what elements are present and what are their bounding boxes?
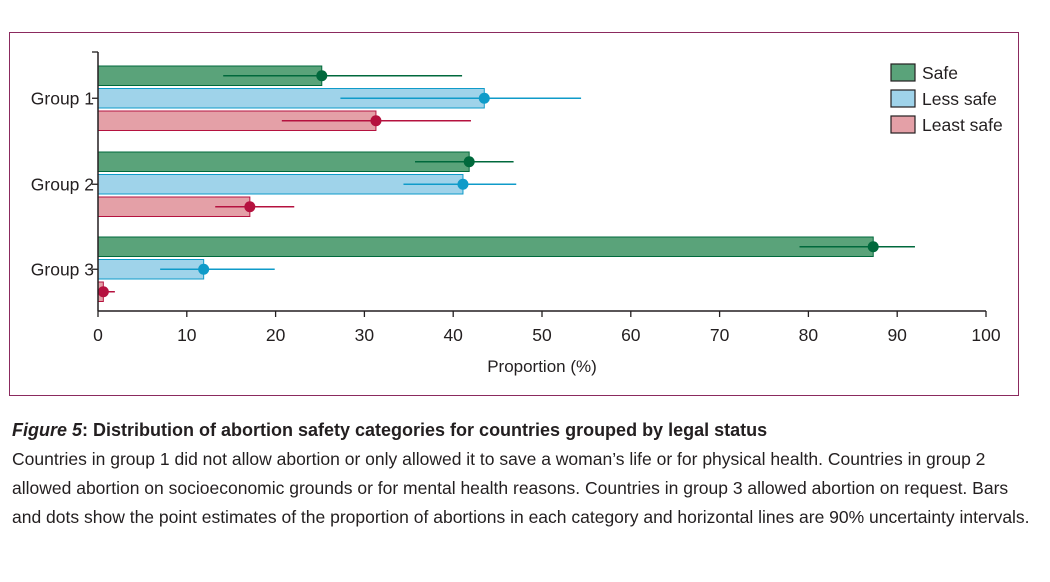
legend-swatch-less-safe xyxy=(890,89,916,108)
legend-label-safe: Safe xyxy=(922,63,958,83)
point-group2-least-safe xyxy=(244,201,256,213)
point-group1-safe xyxy=(316,70,328,82)
point-group1-least-safe xyxy=(370,115,382,127)
x-tick-label-0: 0 xyxy=(93,325,103,345)
x-tick-label-20: 20 xyxy=(266,325,286,345)
point-group1-less-safe xyxy=(478,92,490,104)
x-tick-label-50: 50 xyxy=(532,325,552,345)
figure-caption: Figure 5: Distribution of abortion safet… xyxy=(12,416,1042,532)
bar-group3-safe xyxy=(97,236,874,257)
legend-label-less-safe: Less safe xyxy=(922,89,997,109)
x-tick-label-40: 40 xyxy=(443,325,463,345)
point-group2-less-safe xyxy=(457,178,469,190)
legend-label-least-safe: Least safe xyxy=(922,115,1003,135)
x-tick-label-80: 80 xyxy=(799,325,819,345)
x-tick-label-90: 90 xyxy=(887,325,907,345)
x-tick-label-10: 10 xyxy=(177,325,197,345)
caption-title-text: : Distribution of abortion safety catego… xyxy=(82,420,768,440)
point-group3-safe xyxy=(867,241,879,253)
x-tick-label-70: 70 xyxy=(710,325,730,345)
caption-body: Countries in group 1 did not allow abort… xyxy=(12,449,1030,527)
point-group3-less-safe xyxy=(198,263,210,275)
y-tick-label-group3: Group 3 xyxy=(31,259,94,279)
point-group3-least-safe xyxy=(97,286,109,298)
legend-swatch-safe xyxy=(890,63,916,82)
figure-label: Figure 5 xyxy=(12,420,83,440)
x-axis-label: Proportion (%) xyxy=(487,357,597,376)
caption-title: Figure 5: Distribution of abortion safet… xyxy=(12,416,1042,445)
chart-frame xyxy=(9,32,1019,396)
chart: Group 1 Group 2 Group 3 0 10 20 30 40 50 60 70 80 90… xyxy=(31,51,1003,376)
x-tick-label-30: 30 xyxy=(355,325,375,345)
y-tick-label-group1: Group 1 xyxy=(31,88,94,108)
bar-group2-safe xyxy=(97,151,470,172)
x-tick-label-100: 100 xyxy=(971,325,1000,345)
legend-swatch-least-safe xyxy=(890,115,916,134)
y-tick-label-group2: Group 2 xyxy=(31,174,94,194)
x-tick-label-60: 60 xyxy=(621,325,641,345)
point-group2-safe xyxy=(463,156,475,168)
